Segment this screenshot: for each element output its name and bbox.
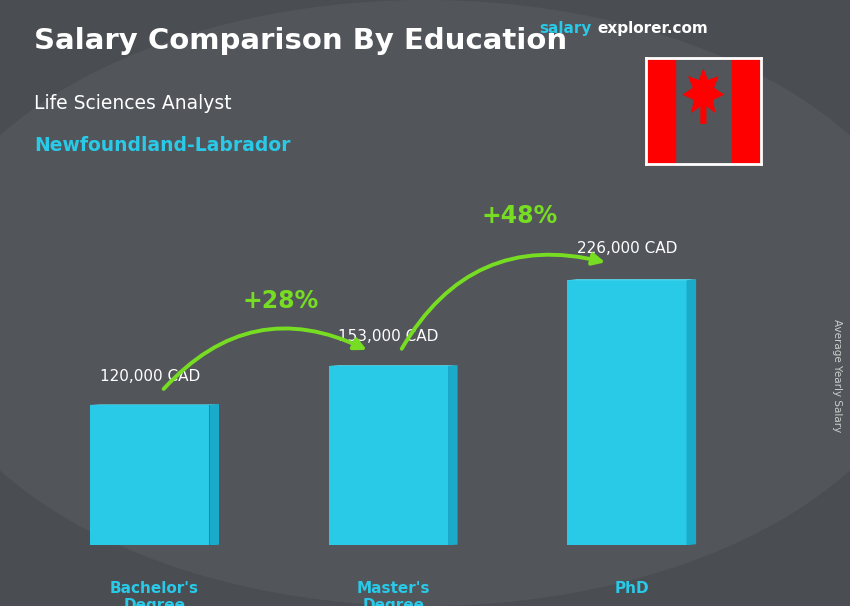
Text: +28%: +28% [243, 290, 319, 313]
Bar [90, 405, 209, 545]
Text: Master's
Degree: Master's Degree [356, 581, 430, 606]
Text: Bachelor's
Degree: Bachelor's Degree [110, 581, 199, 606]
Text: Salary Comparison By Education: Salary Comparison By Education [34, 27, 567, 55]
Text: explorer.com: explorer.com [598, 21, 708, 36]
Text: 226,000 CAD: 226,000 CAD [577, 241, 677, 256]
Text: salary: salary [540, 21, 592, 36]
Polygon shape [209, 404, 219, 545]
Text: Life Sciences Analyst: Life Sciences Analyst [34, 94, 231, 113]
Text: 120,000 CAD: 120,000 CAD [99, 369, 200, 384]
Text: PhD: PhD [615, 581, 649, 596]
Bar [567, 281, 687, 545]
Text: Newfoundland-Labrador: Newfoundland-Labrador [34, 136, 291, 155]
Text: +48%: +48% [481, 204, 558, 228]
Polygon shape [329, 365, 457, 366]
Bar [646, 58, 675, 164]
Polygon shape [687, 279, 696, 545]
Text: Average Yearly Salary: Average Yearly Salary [832, 319, 842, 432]
Polygon shape [683, 68, 724, 124]
Polygon shape [567, 279, 696, 281]
Polygon shape [90, 404, 219, 405]
Bar [329, 366, 448, 545]
Bar [732, 58, 761, 164]
Polygon shape [448, 365, 457, 545]
Text: 153,000 CAD: 153,000 CAD [338, 329, 439, 344]
